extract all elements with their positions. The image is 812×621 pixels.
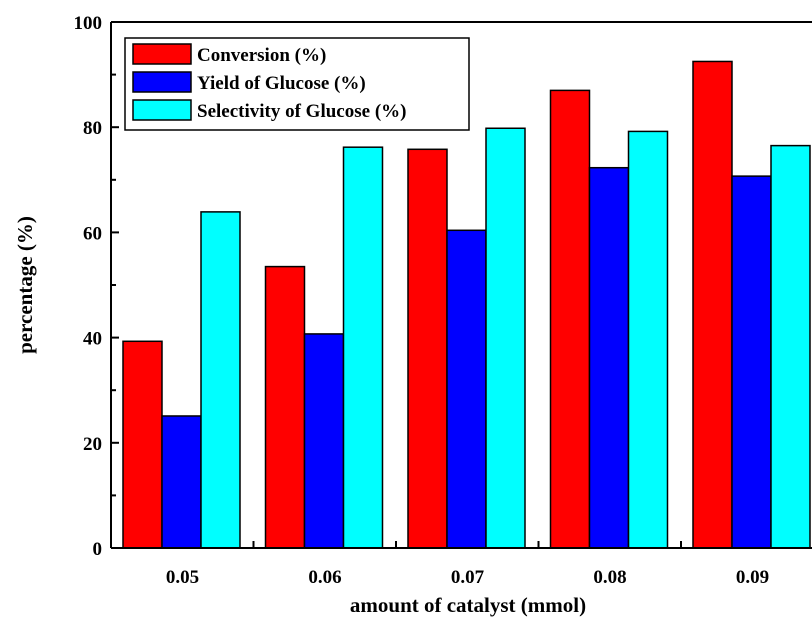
bar (770, 144, 811, 549)
y-tick-label: 20 (83, 434, 102, 455)
bar (264, 265, 306, 549)
legend-swatch (132, 99, 192, 121)
bar (161, 415, 202, 549)
bar (122, 340, 163, 549)
y-tick-label: 40 (83, 329, 102, 350)
legend-swatch (132, 71, 192, 93)
x-tick-label: 0.07 (451, 567, 485, 588)
bar (342, 146, 384, 549)
legend: Conversion (%) Yield of Glucose (%) Select… (124, 37, 470, 131)
bar (627, 130, 669, 549)
x-tick-label: 0.08 (593, 567, 626, 588)
y-tick-label: 100 (74, 13, 103, 34)
bar (303, 333, 345, 549)
bar (731, 175, 772, 549)
y-ticks-group: 0 20 40 60 80 100 (74, 13, 119, 560)
y-tick-label: 0 (93, 539, 103, 560)
y-tick-label: 60 (83, 223, 102, 244)
bar (692, 60, 733, 549)
y-axis-title: percentage (%) (13, 216, 37, 354)
bars-group (122, 60, 811, 549)
x-tick-label: 0.06 (308, 567, 341, 588)
legend-label: Conversion (%) (197, 45, 326, 66)
x-tick-label: 0.09 (736, 567, 769, 588)
bar (446, 229, 487, 549)
y-tick-label: 80 (83, 118, 102, 139)
x-ticks-group: 0.05 0.06 0.07 0.08 0.09 (166, 541, 769, 588)
x-axis-title: amount of catalyst (mmol) (350, 593, 586, 617)
bar (549, 89, 591, 549)
bar (407, 148, 448, 549)
legend-label: Selectivity of Glucose (%) (197, 101, 406, 122)
bar (200, 211, 241, 549)
x-tick-label: 0.05 (166, 567, 199, 588)
legend-label: Yield of Glucose (%) (197, 73, 366, 94)
legend-swatch (132, 43, 192, 65)
bar (485, 127, 526, 549)
bar (588, 166, 630, 549)
